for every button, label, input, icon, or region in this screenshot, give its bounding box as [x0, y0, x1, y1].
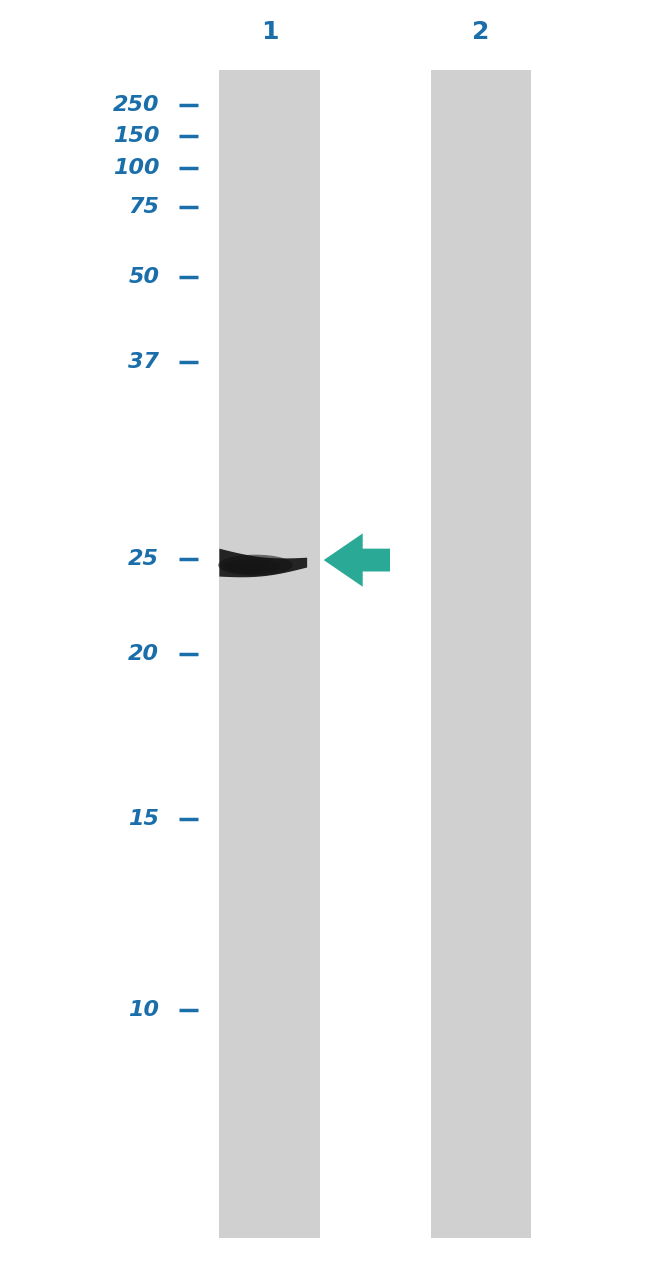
- Text: 50: 50: [128, 267, 159, 287]
- Ellipse shape: [227, 563, 266, 573]
- Polygon shape: [220, 549, 307, 578]
- Text: 75: 75: [128, 197, 159, 217]
- Text: 10: 10: [128, 999, 159, 1020]
- Text: 250: 250: [112, 95, 159, 116]
- Ellipse shape: [218, 555, 292, 575]
- Text: 25: 25: [128, 549, 159, 569]
- Ellipse shape: [223, 559, 280, 574]
- Text: 1: 1: [261, 20, 278, 43]
- Text: 2: 2: [473, 20, 489, 43]
- Text: 150: 150: [112, 126, 159, 146]
- Bar: [430, 70, 532, 1238]
- FancyArrow shape: [324, 533, 390, 587]
- Bar: [219, 70, 320, 1238]
- Text: 15: 15: [128, 809, 159, 829]
- Text: 100: 100: [112, 157, 159, 178]
- Text: 20: 20: [128, 644, 159, 664]
- Text: 37: 37: [128, 352, 159, 372]
